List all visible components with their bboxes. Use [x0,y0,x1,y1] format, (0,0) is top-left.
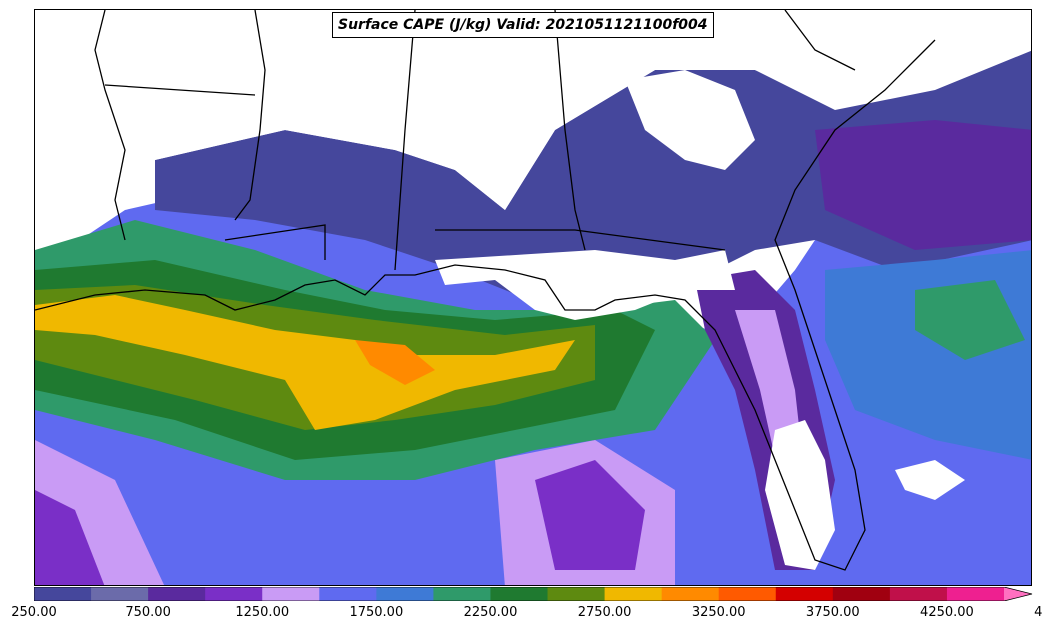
cape-region-yellow [35,295,575,430]
blank-florida-south [765,420,835,570]
state-line-la-ms-river [234,10,266,221]
colorbar-segment [319,587,377,601]
colorbar-segment [34,587,92,601]
state-line-al-ga [554,10,586,251]
colorbar-tick-label: 4250.00 [920,605,974,620]
colorbar-segment [946,587,1005,601]
blank-bahamas [895,460,965,500]
blank-georgia [625,70,755,170]
colorbar-segment [889,587,948,601]
blank-north [95,10,915,210]
colorbar-segment [148,587,206,601]
state-line-tx-la [94,10,126,241]
state-line-fl-north [435,229,726,251]
colorbar-tick-label: 2750.00 [577,605,632,620]
map-panel [34,9,1032,586]
colorbar-segment [775,587,834,601]
colorbar-segment [205,587,263,601]
colorbar-segment [376,587,434,601]
colorbar-segment [718,587,777,601]
cape-region-purple [535,460,645,570]
colorbar-tick-label: 3250.00 [691,605,746,620]
colorbar-tick-label: 250.00 [11,605,57,620]
colorbar-tick-label: 3750.00 [805,605,860,620]
coastline-gulf [35,39,936,571]
colorbar-segment [433,587,491,601]
colorbar-tick-label: 1250.00 [235,605,290,620]
colorbar-segment [604,587,663,601]
colorbar-segment [832,587,891,601]
land-blank-areas [95,10,965,570]
colorbar-tick-label: 2250.00 [463,605,518,620]
colorbar-tick-label: 750.00 [125,605,171,620]
state-line-ar-la [104,84,256,96]
cape-region-orange [355,340,435,385]
state-line-ms-al [394,10,416,271]
map-title: Surface CAPE (J/kg) Valid: 2021051121100… [332,12,714,38]
boundaries [35,10,936,571]
colorbar-tick-label: 4750.00 [1034,605,1042,620]
colorbar-segment [262,587,320,601]
colorbar-tick-label: 1750.00 [349,605,404,620]
blank-gulf-coast [435,250,735,320]
cape-region-north-purple [155,50,1031,310]
colorbar-segment [91,587,149,601]
colorbar-segment [547,587,606,601]
cape-region-ne-green-2 [915,280,1025,360]
colorbar-segment [661,587,720,601]
cape-region-north-violet [815,120,1031,250]
colorbar-extend-arrow [1004,587,1032,601]
cape-map [35,10,1031,585]
colorbar-outline [34,587,1033,601]
cape-region-purple-sw [35,490,105,585]
colorbar [34,587,1033,601]
state-line-ga-sc [784,10,856,71]
state-line-la-ms [224,224,326,260]
colorbar-segment [490,587,549,601]
